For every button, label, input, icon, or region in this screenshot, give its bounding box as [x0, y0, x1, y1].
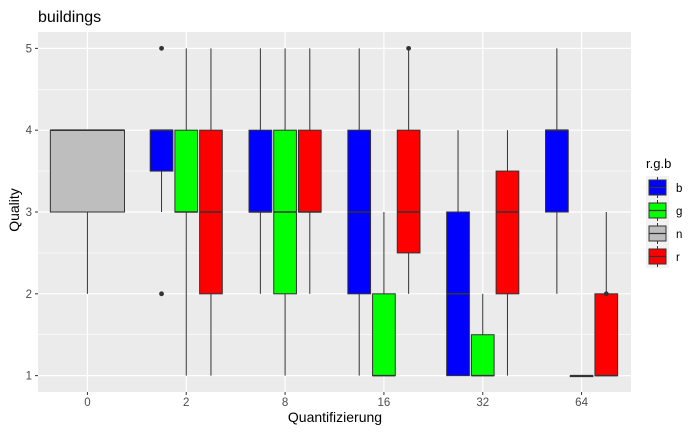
box-rect	[149, 129, 174, 172]
box-r-8	[297, 48, 322, 294]
y-axis: 1 2 3 4 5	[26, 43, 38, 383]
box-r-16	[396, 45, 421, 294]
box-g-2	[174, 48, 199, 376]
outlier-point	[603, 291, 609, 297]
box-r-64	[594, 212, 619, 377]
box-rect	[49, 129, 125, 213]
y-axis-title: Quality	[6, 188, 22, 232]
box-b-64	[545, 48, 569, 294]
box-group-16	[347, 45, 421, 377]
box-r-2	[199, 48, 223, 376]
y-tick-label: 1	[26, 371, 32, 383]
box-group-64	[545, 48, 619, 378]
box-rect	[248, 129, 273, 213]
box-rect	[174, 129, 199, 213]
box-b-32	[446, 130, 470, 377]
y-tick-label: 4	[26, 125, 33, 137]
legend-label: r	[676, 252, 680, 264]
legend-item-b: b	[646, 176, 682, 199]
box-rect	[470, 334, 495, 377]
legend-item-n: n	[646, 222, 682, 245]
box-g-32	[470, 293, 495, 377]
box-rect	[372, 293, 396, 377]
outlier-point	[406, 45, 412, 51]
outlier-point	[159, 291, 164, 297]
y-tick-label: 5	[26, 43, 32, 55]
box-rect	[297, 129, 322, 213]
x-tick-label: 8	[282, 397, 288, 409]
x-axis-title: Quantifizierung	[288, 409, 382, 425]
box-rect	[396, 129, 421, 254]
legend-label: b	[676, 183, 682, 195]
box-rect	[495, 170, 520, 295]
box-group-2	[149, 45, 223, 376]
box-b-16	[347, 48, 372, 376]
box-r-32	[495, 130, 520, 376]
box-groups	[49, 45, 619, 378]
y-tick-label: 2	[26, 289, 32, 301]
box-rect	[594, 293, 619, 377]
legend-item-g: g	[646, 199, 682, 222]
box-group-32	[446, 130, 520, 377]
box-b-2	[149, 45, 174, 297]
box-group-8	[248, 48, 322, 376]
box-b-8	[248, 48, 273, 294]
x-axis: 0 2 8 16 32 64	[84, 392, 589, 409]
x-tick-label: 64	[575, 397, 588, 409]
legend-label: n	[676, 229, 682, 241]
x-tick-label: 16	[378, 397, 391, 409]
x-tick-label: 2	[183, 397, 189, 409]
box-g-8	[273, 48, 297, 376]
legend-title: r.g.b	[646, 156, 671, 171]
x-tick-label: 32	[476, 397, 489, 409]
box-n-0	[49, 129, 125, 294]
box-group-0	[49, 129, 125, 294]
box-g-64	[569, 374, 594, 378]
box-rect	[545, 129, 569, 213]
chart-title: buildings	[38, 9, 101, 26]
box-g-16	[372, 212, 396, 377]
outlier-point	[159, 45, 164, 51]
y-tick-label: 3	[26, 207, 32, 219]
legend-item-r: r	[646, 245, 680, 268]
x-tick-label: 0	[84, 397, 90, 409]
legend-label: g	[676, 206, 682, 218]
